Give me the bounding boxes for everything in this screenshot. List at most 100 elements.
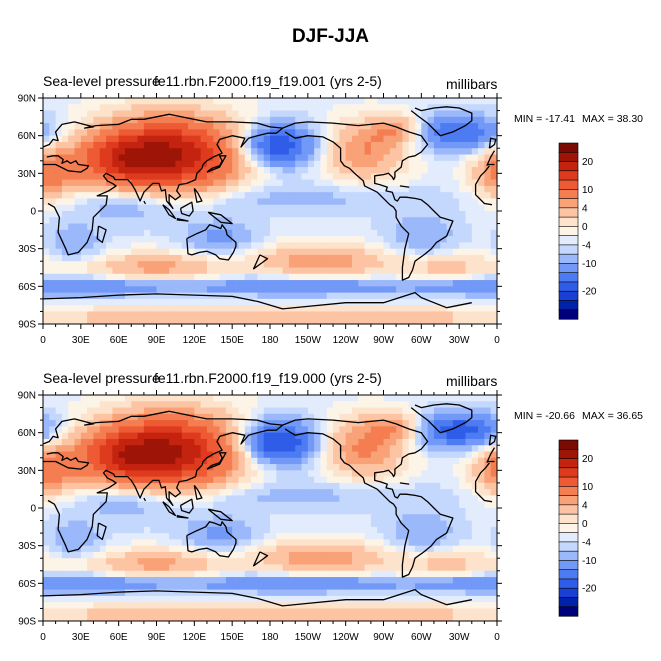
field-cell: [351, 395, 359, 402]
field-cell: [200, 198, 208, 206]
field-cell: [200, 116, 208, 124]
field-cell: [452, 476, 460, 484]
field-cell: [408, 123, 416, 130]
field-cell: [326, 558, 334, 566]
field-cell: [295, 204, 303, 212]
field-cell: [320, 495, 328, 503]
field-cell: [49, 98, 57, 105]
field-cell: [206, 420, 214, 427]
field-cell: [112, 577, 120, 584]
field-cell: [169, 489, 177, 497]
field-cell: [415, 298, 422, 306]
field-cell: [61, 148, 69, 156]
field-cell: [377, 167, 385, 174]
field-cell: [370, 558, 378, 566]
field-cell: [276, 489, 284, 497]
field-cell: [106, 280, 113, 287]
field-cell: [219, 173, 227, 181]
field-cell: [213, 551, 221, 559]
field-cell: [87, 501, 95, 509]
field-cell: [257, 311, 265, 319]
field-cell: [194, 482, 202, 490]
field-cell: [175, 570, 183, 578]
field-cell: [206, 451, 214, 459]
field-cell: [345, 413, 353, 421]
field-cell: [49, 273, 57, 281]
field-cell: [427, 545, 435, 553]
field-cell: [358, 420, 366, 427]
field-cell: [162, 432, 170, 440]
field-cell: [377, 204, 385, 212]
field-cell: [99, 211, 107, 218]
field-cell: [446, 154, 454, 162]
field-cell: [465, 123, 473, 130]
field-cell: [181, 577, 189, 584]
field-cell: [124, 451, 132, 459]
field-cell: [345, 280, 353, 287]
field-cell: [263, 280, 271, 287]
field-cell: [427, 104, 435, 112]
field-cell: [364, 110, 372, 118]
field-cell: [225, 445, 233, 453]
field-cell: [282, 242, 290, 250]
field-cell: [137, 167, 145, 174]
field-cell: [244, 558, 252, 566]
field-cell: [415, 116, 422, 124]
field-cell: [49, 248, 57, 256]
field-cell: [61, 135, 69, 143]
field-cell: [383, 292, 391, 300]
field-cell: [43, 317, 50, 324]
field-cell: [402, 123, 410, 130]
field-cell: [345, 148, 353, 156]
field-cell: [276, 317, 284, 324]
field-cell: [408, 545, 416, 553]
field-cell: [427, 526, 435, 534]
field-cell: [370, 204, 378, 212]
field-cell: [320, 280, 328, 287]
field-cell: [276, 154, 284, 162]
field-cell: [427, 317, 435, 324]
field-cell: [364, 476, 372, 484]
field-cell: [74, 211, 82, 218]
field-cell: [307, 570, 315, 578]
field-cell: [446, 489, 454, 497]
field-cell: [206, 407, 214, 415]
field-cell: [169, 451, 177, 459]
field-cell: [118, 223, 126, 231]
field-cell: [49, 438, 57, 446]
field-cell: [358, 570, 366, 578]
field-cell: [175, 533, 183, 540]
field-cell: [421, 229, 429, 237]
field-cell: [49, 311, 57, 319]
field-cell: [345, 551, 353, 559]
field-cell: [320, 464, 328, 471]
field-cell: [389, 154, 397, 162]
field-cell: [396, 564, 404, 572]
field-cell: [383, 160, 391, 168]
field-cell: [314, 305, 322, 313]
field-cell: [200, 254, 208, 262]
field-cell: [484, 141, 492, 149]
field-cell: [238, 192, 246, 200]
field-cell: [156, 160, 164, 168]
field-cell: [74, 395, 82, 402]
field-cell: [377, 558, 385, 566]
field-cell: [251, 116, 258, 124]
field-cell: [257, 570, 265, 578]
field-cell: [175, 583, 183, 591]
field-cell: [478, 261, 485, 269]
field-cell: [87, 426, 95, 434]
field-cell: [175, 514, 183, 522]
field-cell: [446, 123, 454, 130]
field-cell: [465, 198, 473, 206]
field-cell: [263, 229, 271, 237]
field-cell: [232, 110, 240, 118]
field-cell: [68, 223, 76, 231]
field-cell: [295, 273, 303, 281]
field-cell: [339, 551, 347, 559]
field-cell: [364, 551, 372, 559]
field-cell: [225, 116, 233, 124]
field-cell: [61, 520, 69, 528]
field-cell: [333, 198, 340, 206]
field-cell: [314, 476, 322, 484]
